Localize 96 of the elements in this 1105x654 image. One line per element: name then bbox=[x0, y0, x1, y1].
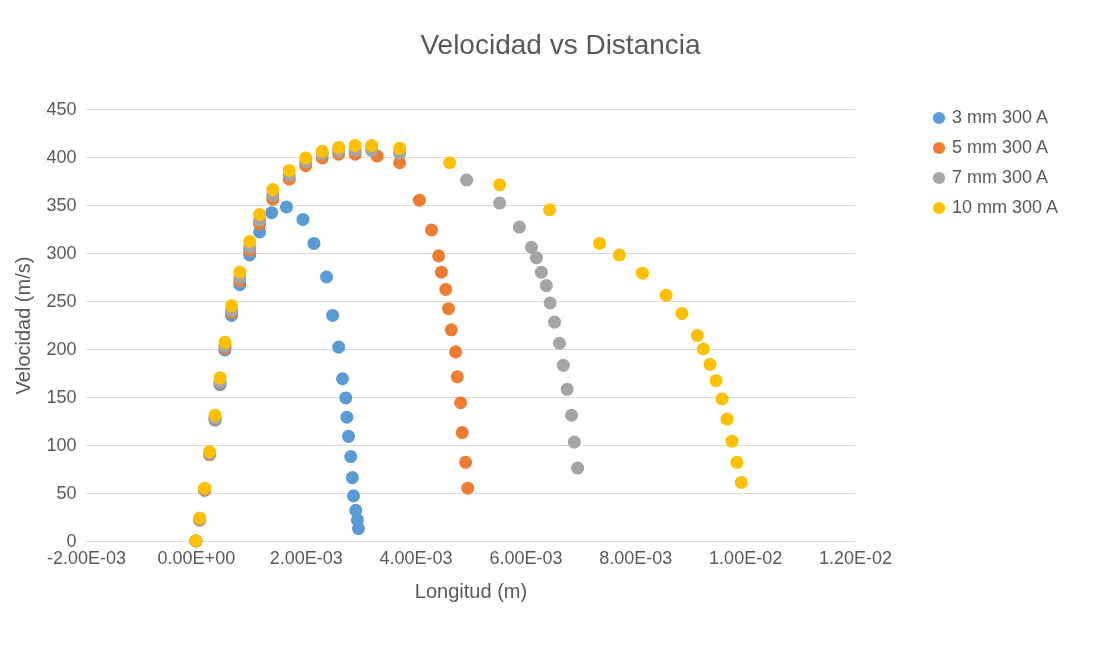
point bbox=[593, 236, 607, 250]
y-tick-label: 300 bbox=[46, 242, 77, 263]
point bbox=[524, 240, 538, 254]
point bbox=[493, 178, 507, 192]
y-tick-label: 350 bbox=[46, 194, 77, 215]
point bbox=[730, 455, 744, 469]
x-tick-label: 1.20E-02 bbox=[818, 547, 893, 568]
point bbox=[365, 138, 379, 152]
point bbox=[320, 270, 334, 284]
point bbox=[715, 392, 729, 406]
point bbox=[444, 323, 458, 337]
x-tick-label: 2.00E-03 bbox=[269, 547, 343, 568]
point bbox=[326, 308, 340, 322]
point bbox=[213, 371, 227, 385]
point bbox=[548, 315, 562, 329]
point bbox=[449, 345, 463, 359]
point bbox=[493, 196, 507, 210]
point bbox=[253, 208, 267, 222]
legend-label: 3 mm 300 A bbox=[952, 107, 1049, 127]
point bbox=[393, 141, 407, 155]
point bbox=[348, 138, 362, 152]
x-tick-label: 0.00E+00 bbox=[157, 547, 236, 568]
chart-title: Velocidad vs Distancia bbox=[420, 29, 701, 60]
point bbox=[565, 408, 579, 422]
point bbox=[336, 372, 350, 386]
point bbox=[720, 412, 734, 426]
point bbox=[543, 296, 557, 310]
point bbox=[612, 248, 626, 262]
y-tick-label: 50 bbox=[56, 482, 77, 503]
point bbox=[443, 156, 457, 170]
legend-label: 5 mm 300 A bbox=[952, 137, 1049, 157]
point bbox=[332, 140, 346, 154]
point bbox=[225, 299, 239, 313]
y-tick-label: 450 bbox=[46, 98, 77, 119]
point bbox=[567, 435, 581, 449]
point bbox=[703, 357, 717, 371]
point bbox=[345, 471, 359, 485]
point bbox=[690, 329, 704, 343]
x-axis-title: Longitud (m) bbox=[414, 579, 528, 602]
point bbox=[734, 475, 748, 489]
point bbox=[351, 522, 365, 536]
point bbox=[218, 335, 232, 349]
point bbox=[243, 234, 257, 248]
point bbox=[432, 249, 446, 263]
point bbox=[552, 336, 566, 350]
point bbox=[442, 302, 456, 316]
x-tick-label: 1.00E-02 bbox=[709, 547, 783, 568]
point bbox=[571, 461, 585, 475]
x-tick-label: 8.00E-03 bbox=[599, 547, 673, 568]
point bbox=[529, 251, 543, 265]
point bbox=[279, 200, 294, 214]
point bbox=[340, 410, 354, 424]
y-tick-label: 150 bbox=[46, 386, 77, 407]
y-tick-label: 250 bbox=[46, 290, 77, 311]
y-tick-label: 100 bbox=[46, 434, 77, 455]
point bbox=[332, 340, 346, 354]
point bbox=[556, 358, 570, 372]
point bbox=[344, 450, 358, 464]
legend-label: 10 mm 300 A bbox=[952, 197, 1059, 217]
point bbox=[424, 223, 439, 237]
point bbox=[299, 151, 313, 165]
point bbox=[659, 288, 673, 302]
point bbox=[265, 206, 279, 220]
y-tick-label: 400 bbox=[46, 146, 77, 167]
point bbox=[454, 396, 468, 410]
point bbox=[339, 391, 353, 405]
point bbox=[439, 282, 453, 296]
point bbox=[675, 306, 689, 320]
point bbox=[282, 163, 296, 177]
point bbox=[459, 455, 473, 469]
point bbox=[543, 203, 557, 217]
point bbox=[460, 173, 474, 187]
legend-label: 7 mm 300 A bbox=[952, 167, 1049, 187]
x-tick-label: 4.00E-03 bbox=[379, 547, 453, 568]
point bbox=[539, 279, 553, 293]
point bbox=[534, 265, 548, 279]
point bbox=[342, 429, 356, 443]
point bbox=[725, 434, 739, 448]
y-axis-title: Velocidad (m/s) bbox=[12, 256, 35, 395]
point bbox=[512, 220, 526, 234]
point bbox=[696, 342, 710, 356]
point bbox=[635, 266, 649, 280]
point bbox=[412, 193, 426, 207]
point bbox=[450, 370, 464, 384]
point bbox=[233, 265, 247, 279]
point bbox=[346, 489, 361, 503]
x-tick-label: 6.00E-03 bbox=[489, 547, 563, 568]
point bbox=[455, 426, 469, 440]
point bbox=[307, 236, 321, 250]
point bbox=[296, 212, 310, 226]
point bbox=[266, 183, 280, 197]
point bbox=[709, 374, 723, 388]
point bbox=[461, 481, 475, 495]
y-tick-label: 200 bbox=[46, 338, 77, 359]
point bbox=[434, 265, 448, 279]
point bbox=[560, 382, 574, 396]
